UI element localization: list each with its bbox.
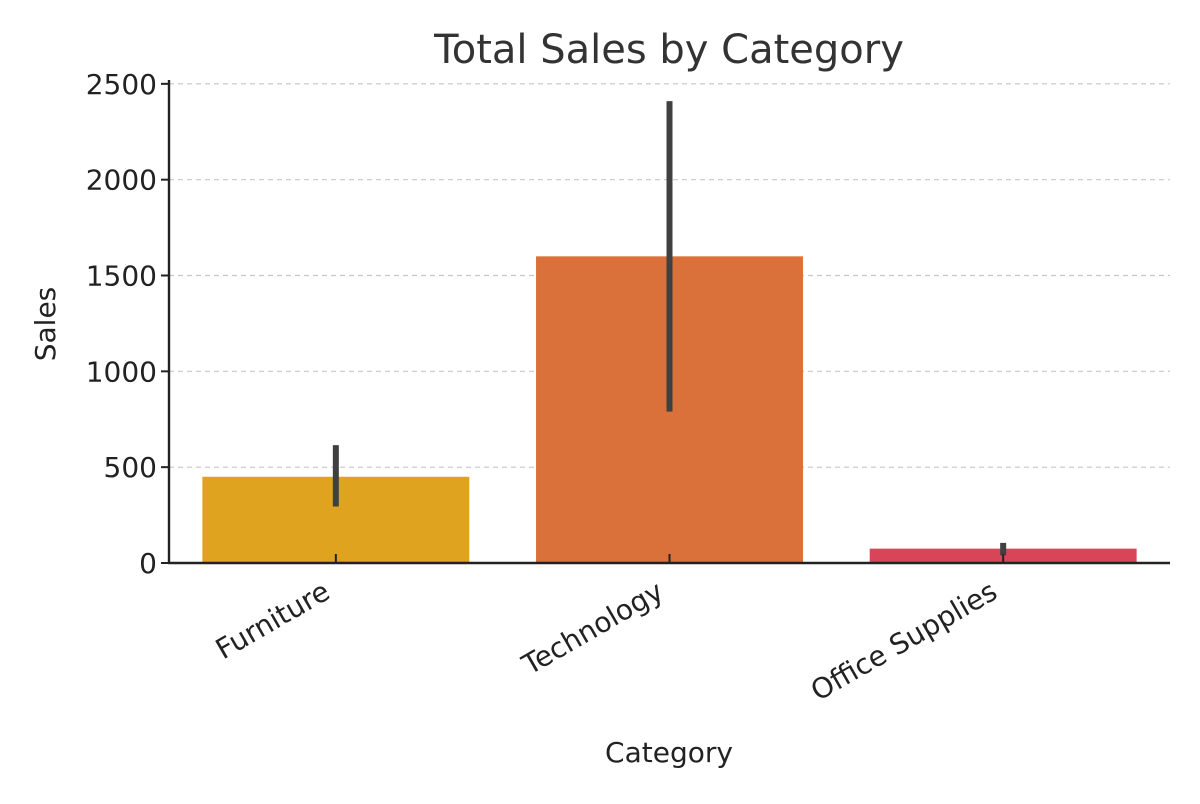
y-tick-label: 1000	[86, 355, 157, 388]
chart-title: Total Sales by Category	[433, 27, 904, 73]
y-tick-label: 500	[104, 451, 157, 484]
y-tick-label: 2500	[86, 68, 157, 101]
error-bars	[332, 101, 1007, 556]
x-tick-label: Office Supplies	[805, 574, 1003, 707]
y-axis-label: Sales	[29, 287, 62, 362]
x-tick-label: Technology	[516, 574, 669, 682]
y-tick-label: 2000	[86, 164, 157, 197]
y-ticks: 0 500 1000 1500 2000 2500	[86, 68, 169, 580]
y-tick-label: 1500	[86, 260, 157, 293]
x-ticks: Furniture Technology Office Supplies	[210, 554, 1005, 708]
x-axis-label: Category	[605, 736, 733, 769]
x-tick-label: Furniture	[210, 574, 335, 665]
y-tick-label: 0	[139, 547, 157, 580]
